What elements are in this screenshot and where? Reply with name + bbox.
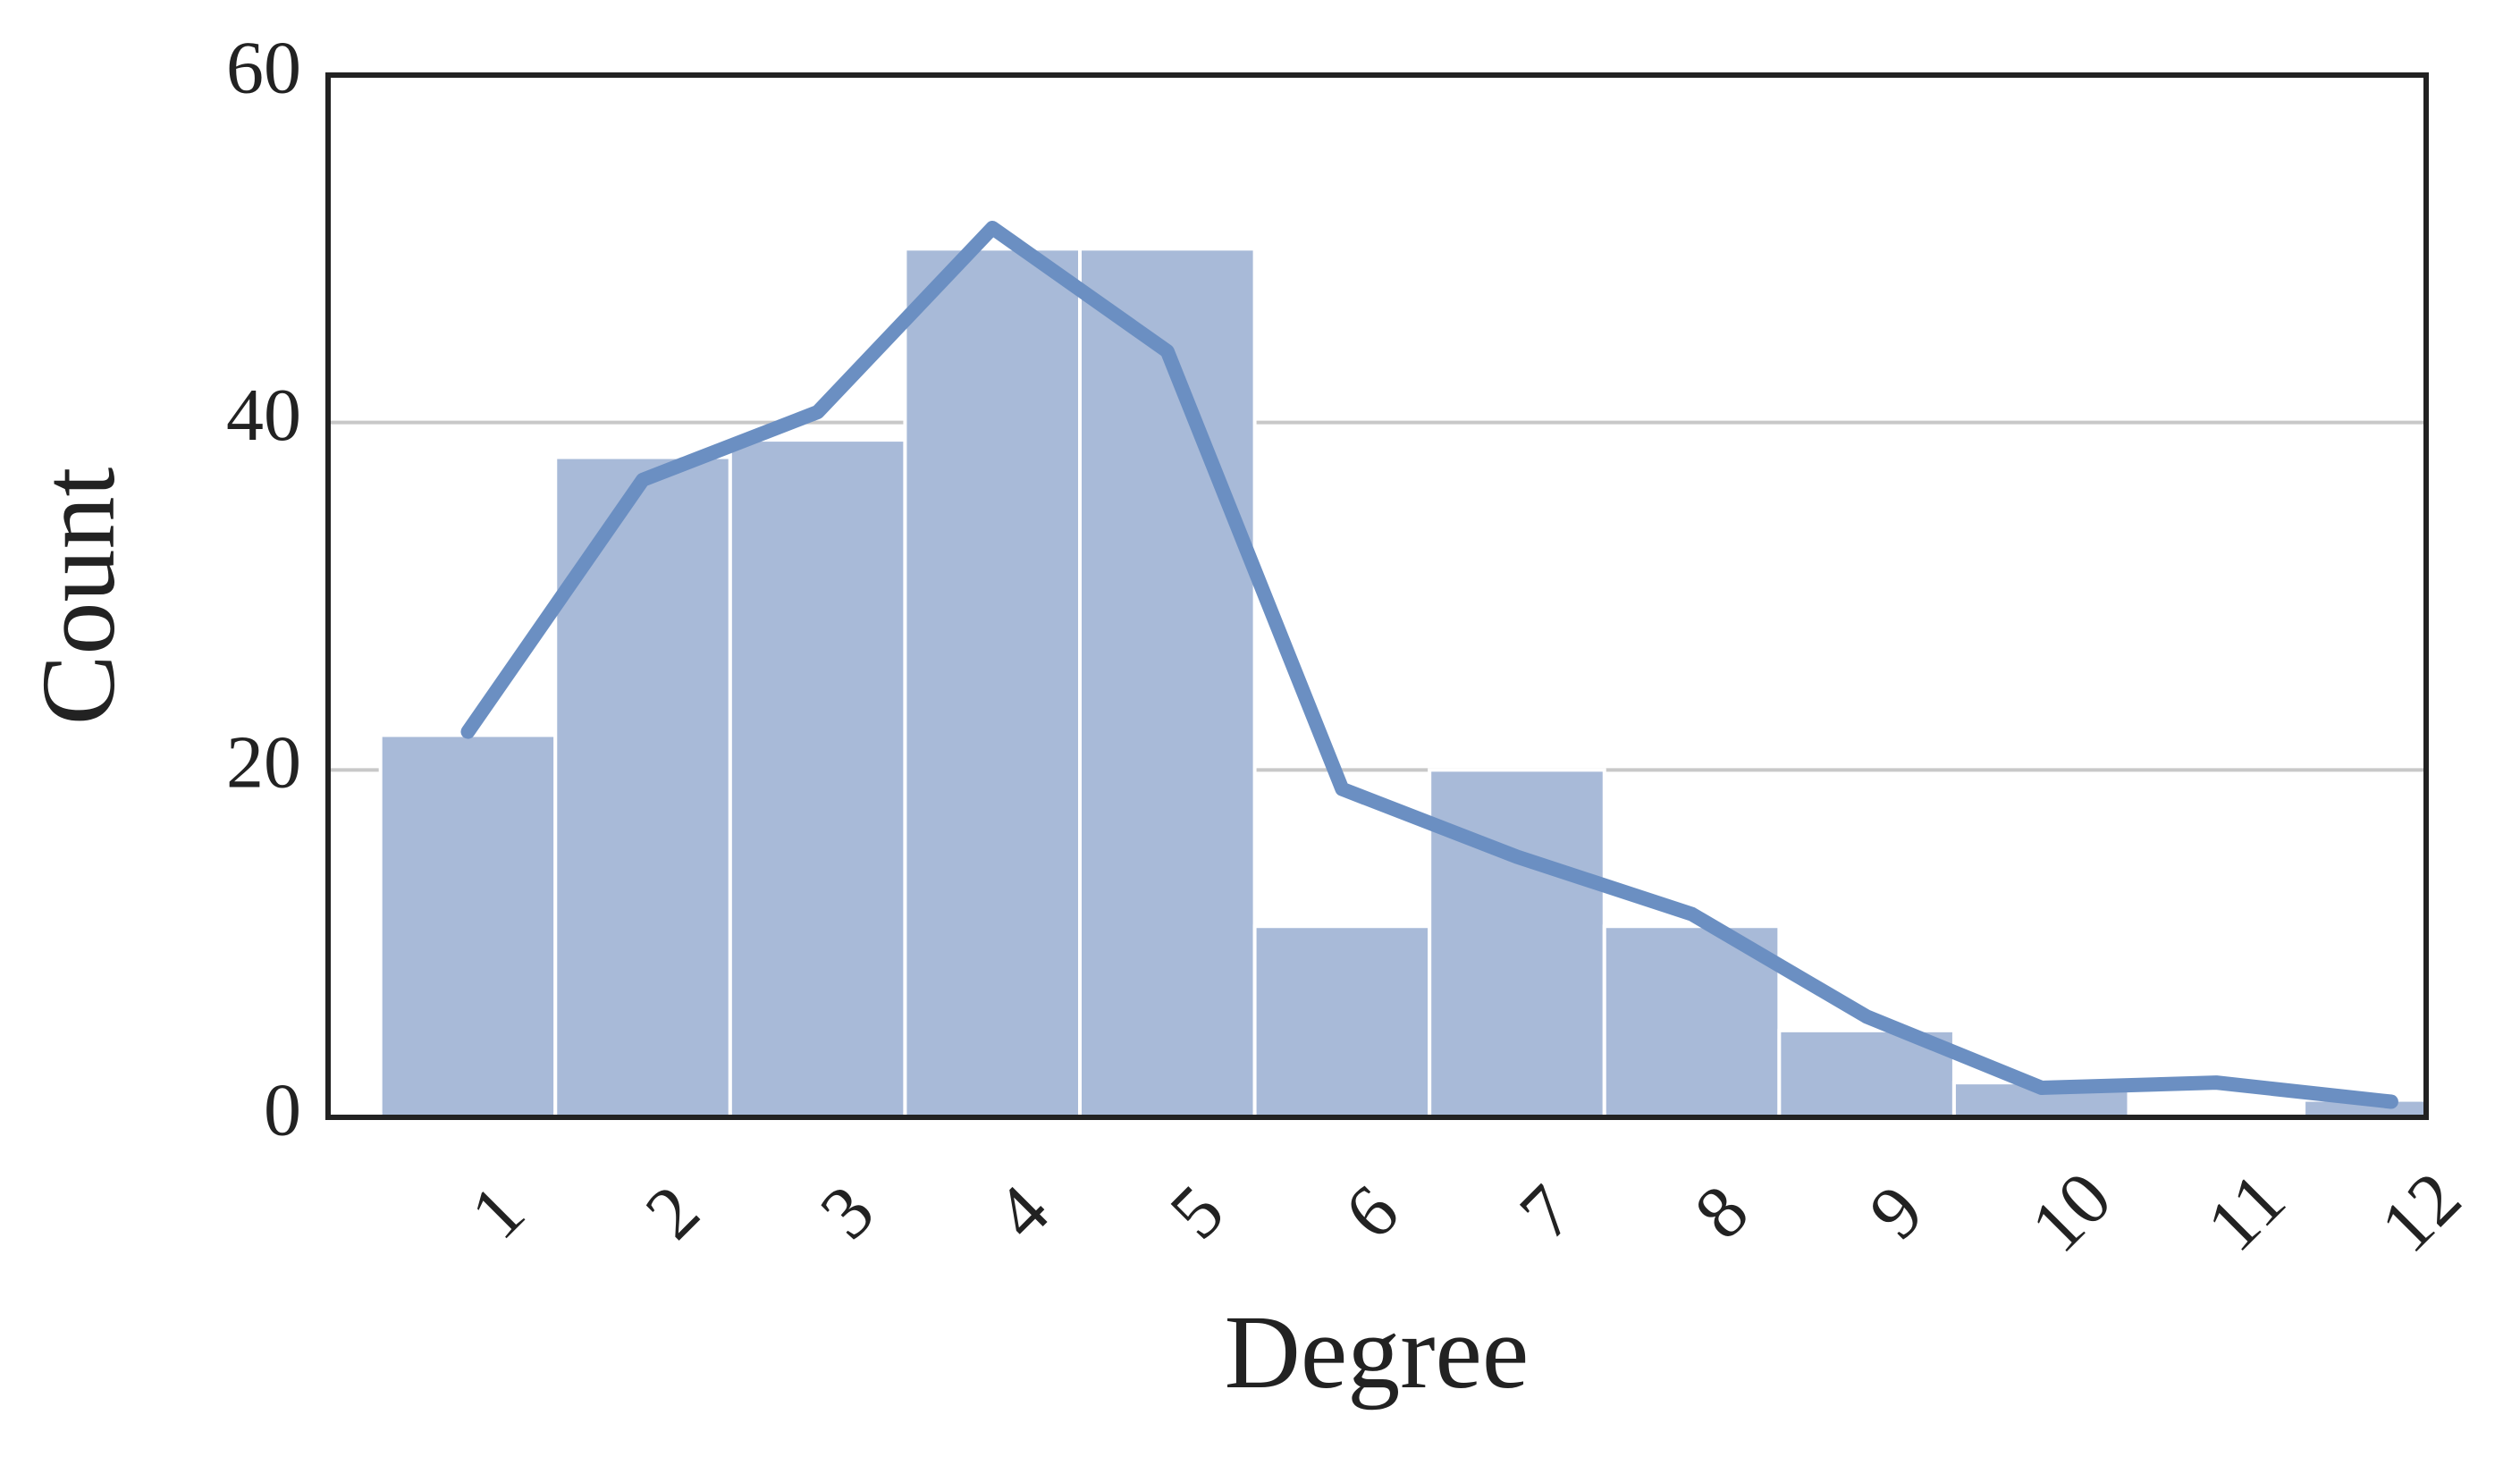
x-tick-label: 2 — [630, 1169, 715, 1254]
bars — [378, 247, 2426, 1117]
bar — [1602, 924, 1782, 1117]
x-tick-label: 3 — [805, 1169, 889, 1254]
x-tick-label: 8 — [1679, 1169, 1764, 1254]
bar — [1428, 768, 1606, 1117]
x-tick-label: 7 — [1504, 1169, 1589, 1254]
plot-frame — [325, 72, 2429, 1120]
bar — [903, 247, 1083, 1117]
x-tick-label: 10 — [2015, 1157, 2127, 1268]
y-tick-label: 40 — [226, 374, 301, 457]
kde-line — [460, 221, 2398, 1109]
y-tick-label: 60 — [226, 26, 301, 109]
y-tick-label: 20 — [226, 721, 301, 804]
bar — [378, 733, 558, 1117]
x-tick-label: 9 — [1854, 1169, 1939, 1254]
bar — [728, 438, 907, 1117]
x-tick-label: 4 — [980, 1169, 1065, 1254]
bar — [1078, 247, 1257, 1117]
x-tick-label: 6 — [1329, 1169, 1414, 1254]
x-tick-label: 5 — [1154, 1169, 1239, 1254]
x-axis-label: Degree — [1225, 1293, 1530, 1411]
y-axis-label: Count — [20, 467, 137, 726]
x-tick-label: 12 — [2365, 1157, 2477, 1268]
x-tick-label: 11 — [2191, 1158, 2301, 1268]
bar — [1252, 924, 1432, 1117]
x-tick-label: 1 — [455, 1169, 540, 1254]
y-tick-label: 0 — [264, 1068, 301, 1151]
